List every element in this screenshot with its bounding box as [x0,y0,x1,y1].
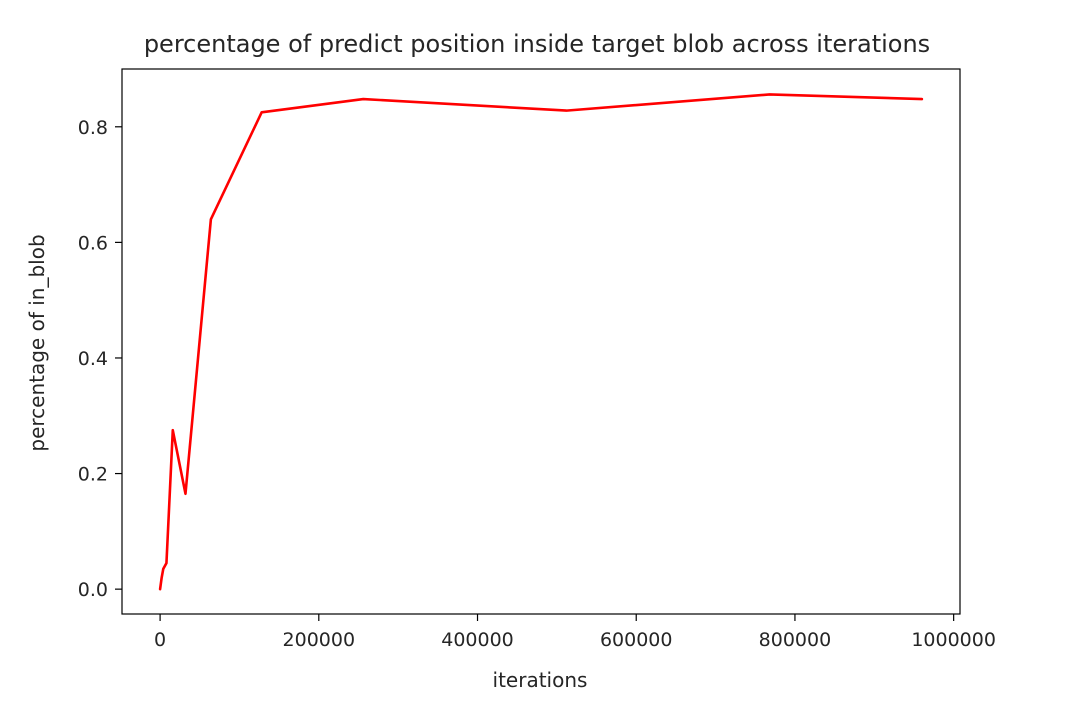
x-tick-label: 600000 [600,629,673,651]
x-tick-label: 0 [154,629,166,651]
y-tick-label: 0.6 [78,232,108,254]
plot-area [121,68,961,615]
y-tick-label: 0.0 [78,579,108,601]
plot-frame [121,68,961,615]
y-axis-label: percentage of in_blob [25,234,49,451]
y-tick-label: 0.8 [78,117,108,139]
chart-title: percentage of predict position inside ta… [144,30,930,58]
x-tick-label: 1000000 [911,629,996,651]
y-axis-ticks: 0.0 0.2 0.4 0.6 0.8 [78,117,122,601]
x-axis-ticks: 0 200000 400000 600000 800000 1000000 [154,614,996,651]
x-tick-label: 400000 [441,629,514,651]
x-axis-label: iterations [493,668,588,692]
series-line-0 [158,93,924,591]
x-tick-label: 200000 [283,629,356,651]
y-tick-label: 0.4 [78,348,108,370]
y-tick-label: 0.2 [78,464,108,486]
x-tick-label: 800000 [759,629,832,651]
